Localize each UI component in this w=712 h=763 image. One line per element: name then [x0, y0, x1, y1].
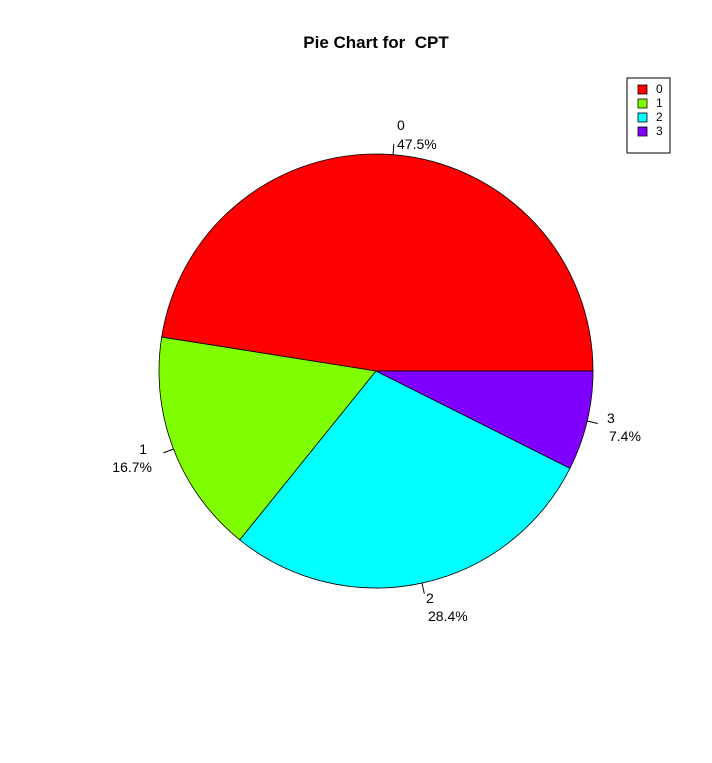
pie-slice-1: [158, 336, 377, 541]
label-tick-0: [392, 143, 395, 155]
label-tick-2: [421, 582, 425, 594]
legend-label-1: 1: [656, 96, 663, 110]
legend-swatch-0: [637, 84, 648, 95]
legend-swatch-3: [637, 126, 648, 137]
slice-labels: 0 47.5% 1 16.7% 2 28.4% 3 7.4%: [112, 117, 641, 624]
pie-slice-2: [239, 370, 571, 589]
slice-label-percent-3: 7.4%: [609, 428, 641, 444]
legend-label-0: 0: [656, 82, 663, 96]
pie-slices: [158, 153, 594, 589]
legend-box: [626, 77, 671, 154]
slice-label-percent-1: 16.7%: [112, 459, 152, 475]
legend-label-3: 3: [656, 124, 663, 138]
legend-swatch-2: [637, 112, 648, 123]
slice-label-name-0: 0: [397, 117, 405, 133]
chart-title: Pie Chart for CPT: [303, 33, 449, 52]
pie-slice-0: [161, 153, 594, 372]
slice-label-name-3: 3: [607, 410, 615, 426]
slice-label-name-1: 1: [139, 441, 147, 457]
label-tick-3: [587, 420, 598, 424]
legend-label-2: 2: [656, 110, 663, 124]
label-tick-1: [163, 448, 174, 454]
legend-swatch-1: [637, 98, 648, 109]
slice-label-percent-2: 28.4%: [428, 608, 468, 624]
slice-label-name-2: 2: [426, 590, 434, 606]
slice-label-percent-0: 47.5%: [397, 136, 437, 152]
pie-slice-3: [375, 370, 594, 469]
